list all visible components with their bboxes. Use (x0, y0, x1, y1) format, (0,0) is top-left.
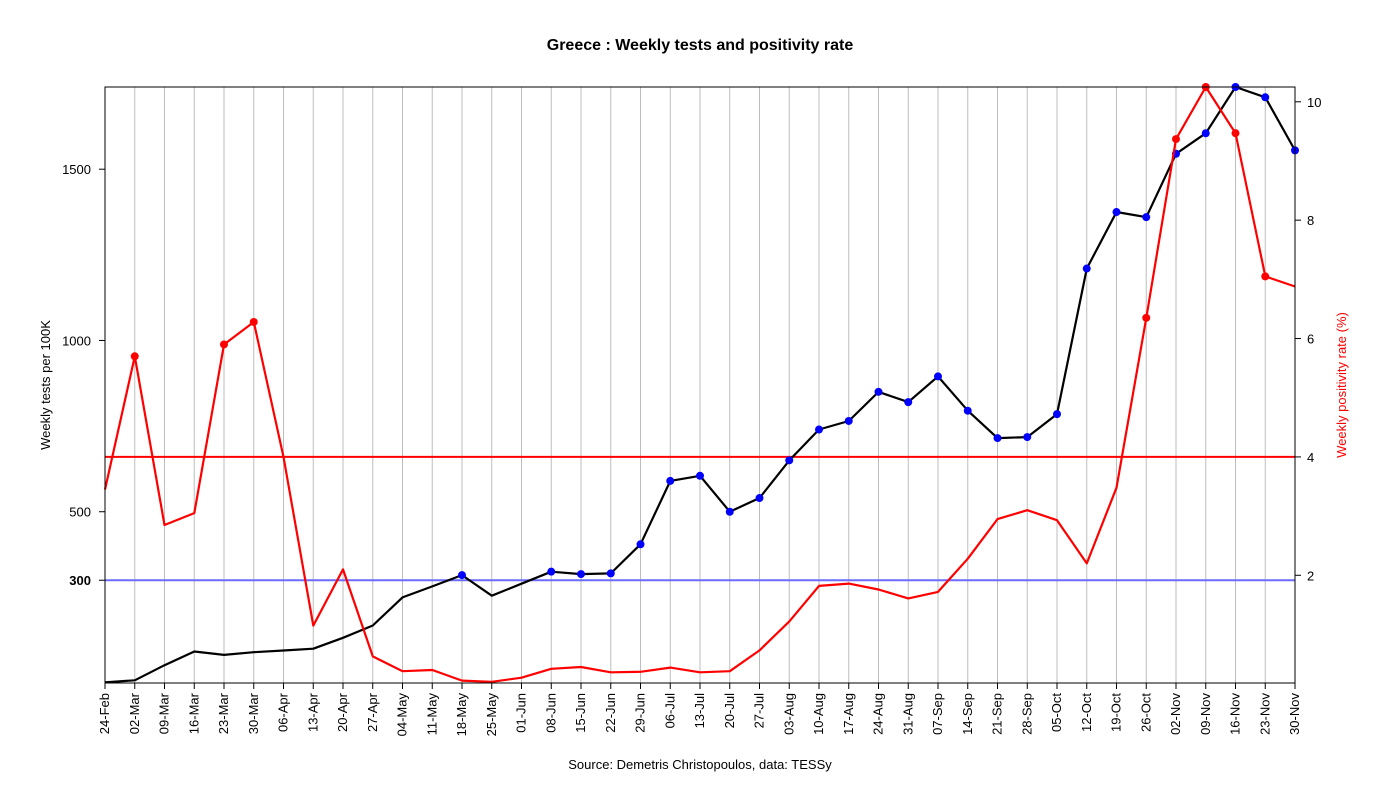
series-1-point (458, 571, 466, 580)
vertical-grid (134, 87, 1266, 683)
series-1-point (696, 471, 704, 480)
left-tick-label: 1000 (62, 333, 91, 348)
right-tick-label: 6 (1307, 332, 1314, 347)
series-1-point (547, 567, 556, 576)
x-tick-label: 29-Jun (633, 693, 648, 733)
x-tick-label: 10-Aug (811, 693, 826, 735)
series-1-point (666, 476, 675, 485)
series-2-point (1261, 272, 1270, 281)
series-1-point (963, 406, 972, 415)
x-axis: 24-Feb 02-Mar 09-Mar 16-Mar 23-Mar 30-Mar 06-A… (97, 683, 1302, 736)
series-1-point (755, 494, 764, 503)
x-tick-label: 09-Mar (157, 692, 172, 734)
x-tick-label: 09-Nov (1198, 693, 1213, 735)
x-tick-label: 17-Aug (841, 693, 856, 735)
series-1-point (1261, 93, 1270, 102)
source-caption: Source: Demetris Christopoulos, data: TE… (568, 757, 832, 772)
x-tick-label: 06-Jul (662, 693, 677, 729)
x-tick-label: 20-Jul (722, 693, 737, 729)
series-1-point (1082, 264, 1091, 273)
series-1-point (934, 372, 942, 381)
x-tick-label: 02-Mar (127, 692, 142, 734)
left-tick-label: 300 (69, 573, 91, 588)
series-1-point (1023, 433, 1032, 442)
right-tick-label: 2 (1307, 568, 1314, 583)
right-tick-label: 8 (1307, 213, 1314, 228)
x-tick-label: 28-Sep (1019, 693, 1034, 735)
series-1-point (904, 398, 913, 407)
series-1-point (606, 569, 615, 578)
x-tick-label: 23-Nov (1257, 693, 1272, 735)
x-tick-label: 23-Mar (216, 692, 231, 734)
x-tick-label: 03-Aug (781, 693, 796, 735)
right-axis-label: Weekly positivity rate (%) (1334, 312, 1349, 458)
x-tick-label: 30-Mar (246, 692, 261, 734)
x-tick-label: 11-May (424, 693, 439, 736)
x-tick-label: 08-Jun (543, 693, 558, 733)
x-tick-label: 02-Nov (1168, 693, 1183, 735)
chart-title: Greece : Weekly tests and positivity rat… (547, 37, 854, 54)
left-axis: 500 1000 1500 300 (62, 162, 105, 588)
x-tick-label: 22-Jun (603, 693, 618, 733)
x-tick-label: 06-Apr (276, 692, 291, 732)
series-2-point (1231, 129, 1240, 138)
series-1-point (815, 425, 823, 434)
x-tick-label: 20-Apr (335, 692, 350, 732)
x-tick-label: 01-Jun (514, 693, 529, 733)
x-tick-label: 27-Jul (752, 693, 767, 729)
series-layer (103, 83, 1299, 684)
x-tick-label: 19-Oct (1109, 693, 1124, 732)
x-tick-label: 30-Nov (1287, 693, 1302, 735)
right-tick-label: 10 (1307, 95, 1321, 110)
x-tick-label: 07-Sep (930, 693, 945, 735)
series-2-point (1142, 313, 1151, 322)
series-2-point (249, 317, 258, 326)
series-1-point (1201, 129, 1210, 138)
left-tick-label: 1500 (62, 162, 91, 177)
series-1-point (844, 416, 853, 425)
series-line-2 (103, 85, 1296, 683)
x-tick-label: 18-May (454, 693, 469, 737)
x-tick-label: 05-Oct (1049, 693, 1064, 732)
series-1-point (1112, 208, 1121, 217)
x-tick-label: 04-May (395, 693, 410, 737)
x-tick-label: 25-May (484, 693, 499, 737)
series-1-point (725, 507, 734, 516)
series-1-point (1053, 410, 1061, 419)
x-tick-label: 24-Aug (871, 693, 886, 735)
x-tick-label: 27-Apr (365, 692, 380, 732)
x-tick-label: 13-Apr (305, 692, 320, 732)
x-tick-label: 24-Feb (97, 693, 112, 734)
x-tick-label: 26-Oct (1138, 693, 1153, 732)
series-1-point (785, 456, 794, 465)
x-tick-label: 14-Sep (960, 693, 975, 735)
x-tick-label: 31-Aug (900, 693, 915, 735)
x-tick-label: 16-Nov (1228, 693, 1243, 735)
series-1-point (577, 570, 585, 579)
x-tick-label: 13-Jul (692, 693, 707, 729)
series-2-point (1172, 135, 1180, 144)
left-axis-label: Weekly tests per 100K (38, 320, 53, 450)
series-1-point (874, 387, 883, 396)
series-2-point (220, 340, 228, 349)
right-axis: 2 4 6 8 10 (1295, 95, 1321, 583)
x-tick-label: 21-Sep (990, 693, 1005, 735)
reference-lines (105, 455, 1295, 582)
x-tick-label: 16-Mar (186, 692, 201, 734)
series-1-point (1142, 213, 1151, 222)
series-1-point (636, 540, 645, 549)
right-tick-label: 4 (1307, 450, 1314, 465)
series-2-point (130, 352, 139, 361)
series-1-point (993, 434, 1002, 443)
x-tick-label: 15-Jun (573, 693, 588, 733)
left-tick-label: 500 (69, 505, 91, 520)
x-tick-label: 12-Oct (1079, 693, 1094, 732)
